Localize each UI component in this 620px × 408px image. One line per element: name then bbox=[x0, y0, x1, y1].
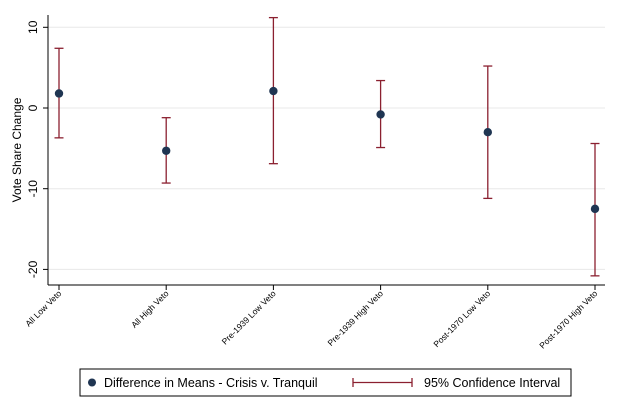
data-point bbox=[376, 110, 385, 119]
data-point bbox=[162, 146, 171, 155]
legend: Difference in Means - Crisis v. Tranquil… bbox=[79, 368, 572, 397]
y-tick-label: 0 bbox=[26, 104, 40, 111]
y-tick-label: -10 bbox=[26, 180, 40, 198]
legend-label-mean: Difference in Means - Crisis v. Tranquil bbox=[104, 376, 318, 390]
y-tick-label: 10 bbox=[26, 20, 40, 34]
data-point bbox=[590, 204, 600, 214]
y-ticks: 10 0 -10 -20 bbox=[26, 20, 48, 278]
legend-point-marker bbox=[88, 378, 96, 387]
y-axis-title: Vote Share Change bbox=[10, 97, 24, 202]
data-point bbox=[269, 86, 278, 96]
legend-label-ci: 95% Confidence Interval bbox=[424, 376, 560, 390]
y-tick-label: -20 bbox=[26, 260, 40, 278]
points bbox=[54, 86, 600, 214]
data-point bbox=[483, 128, 492, 137]
gridlines bbox=[48, 26, 605, 270]
legend-box bbox=[79, 368, 572, 397]
data-point bbox=[54, 89, 64, 98]
